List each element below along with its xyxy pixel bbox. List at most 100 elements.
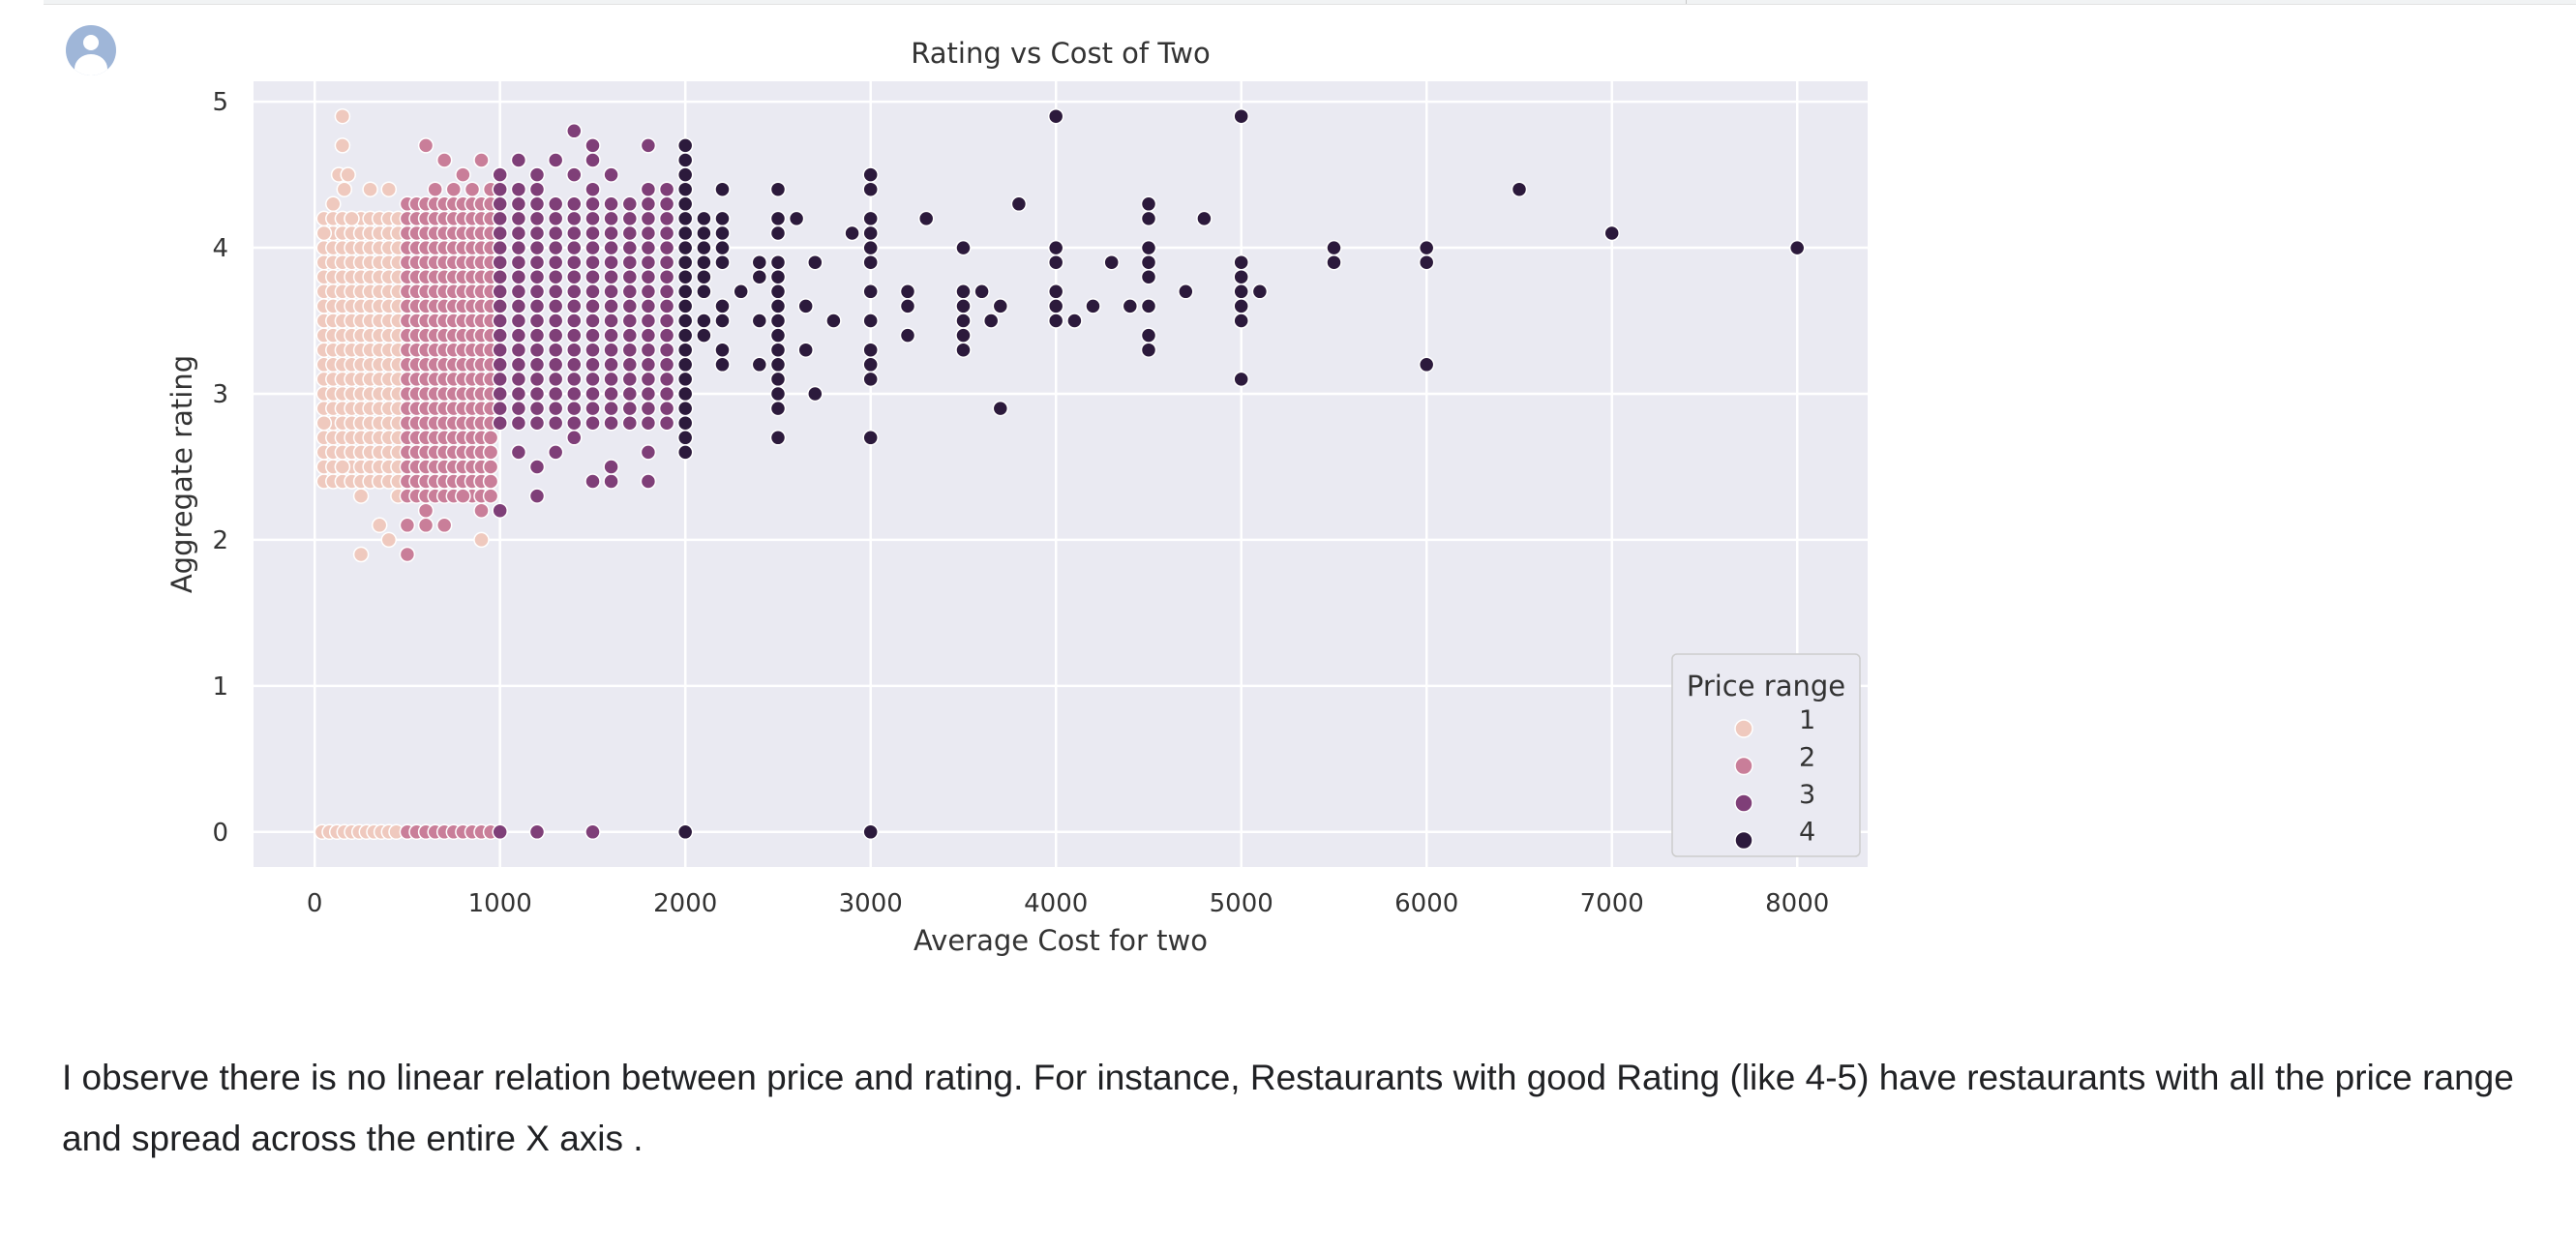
- scatter-point-range-2: [482, 459, 499, 475]
- scatter-point-range-4: [955, 239, 972, 256]
- scatter-point-range-2: [417, 502, 434, 519]
- scatter-point-range-3: [547, 298, 564, 314]
- user-avatar-icon[interactable]: [66, 25, 116, 75]
- scatter-point-range-3: [584, 181, 601, 197]
- scatter-point-range-3: [621, 313, 639, 329]
- y-tick-label: 2: [212, 526, 228, 555]
- scatter-point-range-1: [325, 195, 342, 213]
- scatter-point-range-4: [769, 284, 787, 300]
- scatter-point-range-4: [676, 327, 694, 344]
- scatter-point-range-3: [658, 268, 675, 285]
- scatter-point-range-4: [1140, 327, 1157, 344]
- legend-label-1: 1: [1799, 705, 1815, 735]
- scatter-point-range-4: [769, 385, 787, 403]
- scatter-point-range-3: [658, 342, 675, 358]
- scatter-point-range-3: [640, 327, 657, 344]
- toolbar-strip: [44, 0, 2576, 5]
- scatter-point-range-4: [862, 224, 879, 242]
- scatter-point-range-4: [676, 268, 694, 285]
- scatter-point-range-3: [658, 356, 675, 374]
- scatter-point-range-3: [528, 224, 546, 242]
- scatter-point-range-4: [714, 313, 731, 329]
- scatter-point-range-3: [492, 195, 508, 213]
- scatter-point-range-3: [603, 224, 619, 242]
- scatter-point-range-4: [676, 195, 694, 213]
- scatter-point-range-3: [492, 823, 508, 841]
- scatter-point-range-4: [1047, 254, 1064, 271]
- scatter-point-range-3: [492, 181, 508, 197]
- legend-box: [1671, 653, 1861, 857]
- scatter-point-range-3: [510, 224, 527, 242]
- scatter-point-range-3: [547, 254, 564, 271]
- scatter-point-range-3: [566, 414, 583, 432]
- scatter-point-range-4: [807, 254, 824, 271]
- scatter-point-range-3: [566, 239, 583, 256]
- scatter-point-range-3: [640, 473, 657, 490]
- scatter-point-range-3: [658, 371, 675, 388]
- scatter-point-range-3: [603, 371, 619, 388]
- scatter-point-range-3: [492, 284, 508, 300]
- scatter-chart: 0 1000 2000 3000 4000 5000 6000 7000 8000012345 …: [165, 37, 1868, 957]
- scatter-point-range-3: [510, 327, 527, 344]
- scatter-point-range-4: [1418, 356, 1435, 374]
- scatter-point-range-3: [510, 152, 527, 168]
- scatter-point-range-4: [1418, 239, 1435, 256]
- scatter-point-range-3: [528, 327, 546, 344]
- scatter-point-range-3: [584, 210, 601, 227]
- scatter-point-range-3: [584, 385, 601, 403]
- scatter-point-range-1: [371, 517, 388, 534]
- scatter-point-range-3: [603, 414, 619, 432]
- scatter-point-range-4: [862, 823, 879, 841]
- y-tick-label: 4: [212, 234, 228, 263]
- scatter-point-range-4: [714, 356, 731, 374]
- legend-label-3: 3: [1799, 780, 1815, 810]
- scatter-point-range-4: [955, 298, 972, 314]
- scatter-point-range-4: [899, 284, 916, 300]
- scatter-point-range-4: [696, 327, 712, 344]
- scatter-point-range-3: [658, 298, 675, 314]
- scatter-point-range-3: [510, 356, 527, 374]
- scatter-point-range-3: [658, 254, 675, 271]
- scatter-point-range-3: [603, 327, 619, 344]
- scatter-point-range-4: [797, 342, 814, 358]
- scatter-point-range-3: [510, 284, 527, 300]
- scatter-point-range-3: [640, 298, 657, 314]
- scatter-point-range-4: [1140, 268, 1157, 285]
- scatter-point-range-4: [769, 342, 787, 358]
- scatter-point-range-4: [899, 327, 916, 344]
- scatter-point-range-3: [640, 181, 657, 197]
- scatter-points: [314, 107, 1806, 841]
- scatter-point-range-2: [399, 546, 416, 563]
- scatter-point-range-4: [696, 313, 712, 329]
- scatter-point-range-4: [1140, 342, 1157, 358]
- scatter-point-range-3: [584, 414, 601, 432]
- scatter-point-range-2: [435, 152, 453, 168]
- scatter-point-range-3: [584, 268, 601, 285]
- scatter-point-range-3: [547, 210, 564, 227]
- scatter-point-range-2: [473, 152, 490, 168]
- scatter-point-range-3: [584, 327, 601, 344]
- scatter-point-range-1: [334, 107, 351, 125]
- scatter-point-range-3: [547, 371, 564, 388]
- scatter-point-range-3: [492, 313, 508, 329]
- scatter-point-range-3: [640, 224, 657, 242]
- scatter-point-range-3: [658, 224, 675, 242]
- scatter-point-range-3: [528, 313, 546, 329]
- scatter-point-range-3: [528, 488, 546, 504]
- scatter-point-range-3: [584, 371, 601, 388]
- scatter-point-range-3: [547, 313, 564, 329]
- scatter-point-range-4: [955, 327, 972, 344]
- scatter-point-range-1: [315, 414, 333, 432]
- scatter-point-range-2: [455, 166, 471, 183]
- legend-title: Price range: [1687, 670, 1845, 702]
- scatter-point-range-3: [528, 195, 546, 213]
- scatter-point-range-4: [714, 224, 731, 242]
- scatter-point-range-3: [547, 268, 564, 285]
- x-axis-label: Average Cost for two: [914, 924, 1208, 957]
- scatter-point-range-3: [640, 342, 657, 358]
- scatter-point-range-4: [1603, 224, 1620, 242]
- scatter-point-range-4: [1326, 254, 1342, 271]
- scatter-point-range-3: [603, 239, 619, 256]
- scatter-point-range-3: [492, 254, 508, 271]
- scatter-point-range-3: [603, 459, 619, 475]
